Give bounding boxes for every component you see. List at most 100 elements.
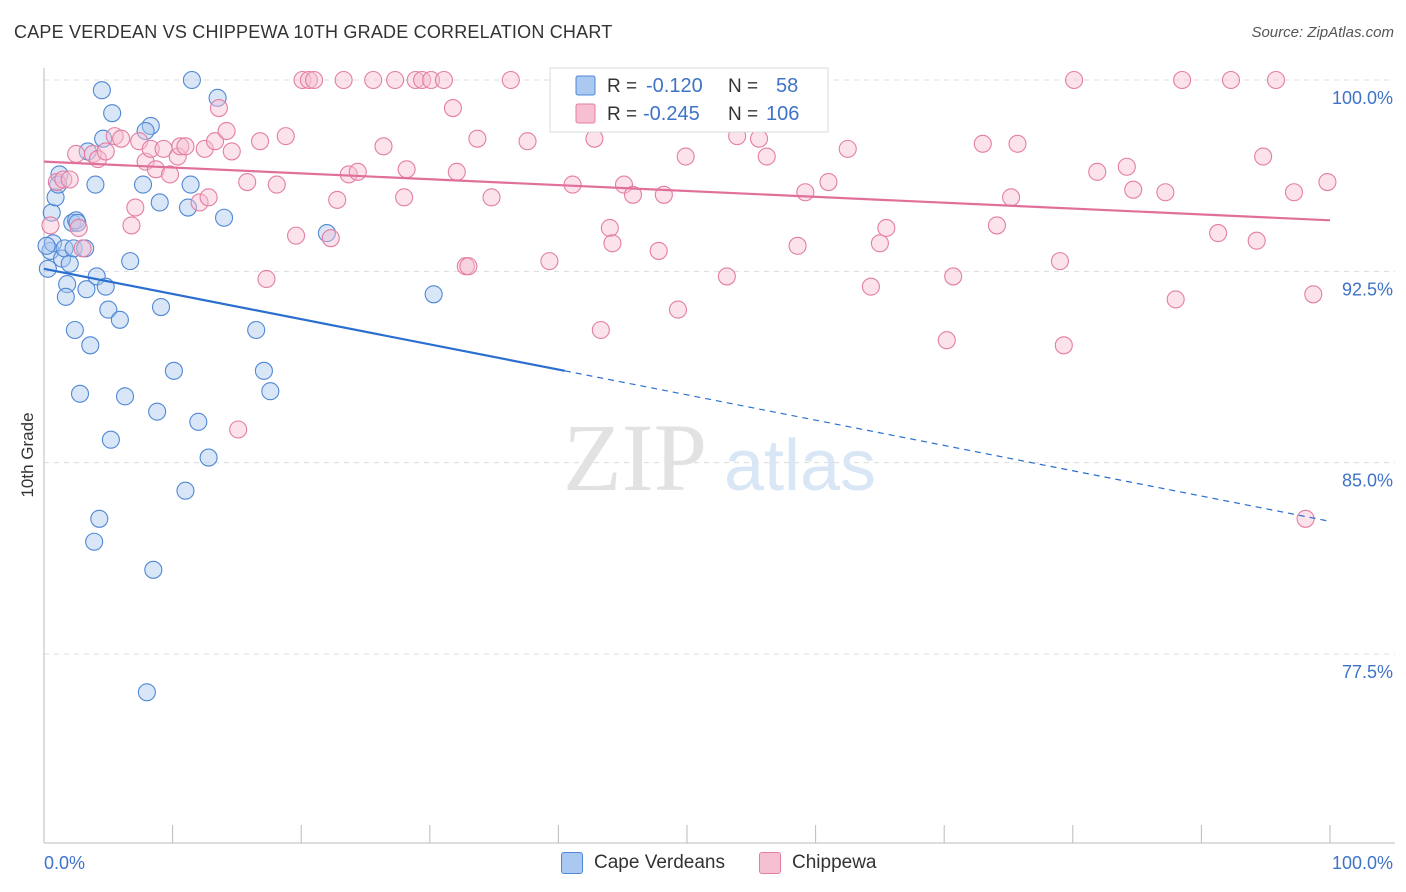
legend-item-cape-verdeans[interactable]: Cape Verdeans xyxy=(561,852,725,874)
data-point xyxy=(518,132,537,151)
data-point xyxy=(585,129,604,148)
data-point xyxy=(178,198,198,217)
data-point xyxy=(334,70,353,90)
data-point xyxy=(328,190,347,209)
data-point xyxy=(397,160,416,179)
data-point xyxy=(60,254,79,273)
x-tick-label: 100.0% xyxy=(1332,853,1393,873)
data-point xyxy=(254,361,273,380)
data-point xyxy=(103,104,122,123)
data-point xyxy=(1054,336,1073,355)
data-point xyxy=(222,142,241,161)
data-point xyxy=(395,188,414,207)
data-point xyxy=(65,320,84,340)
data-point xyxy=(199,448,218,467)
data-point xyxy=(1247,231,1266,250)
data-point xyxy=(600,218,619,238)
tick-labels: 100.0% 92.5% 85.0% 77.5% 0.0% 100.0% xyxy=(44,88,1393,873)
data-point xyxy=(136,121,155,141)
data-point xyxy=(214,208,234,227)
data-point xyxy=(92,81,111,100)
data-point xyxy=(757,147,776,166)
grid-lines xyxy=(44,79,1395,655)
data-point xyxy=(649,241,668,260)
data-point xyxy=(37,236,56,255)
data-point xyxy=(176,481,195,500)
data-point xyxy=(1166,290,1185,309)
data-point xyxy=(287,226,306,245)
data-point xyxy=(877,218,896,238)
data-point xyxy=(90,509,109,528)
data-point xyxy=(54,170,73,189)
axes xyxy=(43,68,1395,844)
data-point xyxy=(796,183,815,202)
legend-n-value: 106 xyxy=(766,103,799,125)
data-point xyxy=(482,188,501,207)
bottom-legend: Cape Verdeans Chippewa xyxy=(0,852,1406,876)
legend-r-label: R = xyxy=(607,76,637,97)
data-point xyxy=(1254,147,1273,166)
legend-swatch-pink xyxy=(759,852,781,874)
data-point xyxy=(199,188,218,207)
data-point xyxy=(861,277,880,296)
y-tick-label: 77.5% xyxy=(1342,662,1393,682)
data-point xyxy=(181,175,200,194)
y-tick-label: 85.0% xyxy=(1342,471,1393,491)
data-point xyxy=(261,382,280,401)
data-point xyxy=(424,285,443,304)
data-point xyxy=(623,185,643,204)
watermark-zip: ZIP xyxy=(563,404,707,511)
data-point xyxy=(443,99,462,118)
data-point xyxy=(1266,70,1286,90)
data-point xyxy=(406,70,425,90)
data-point xyxy=(987,216,1006,235)
data-point xyxy=(276,127,295,146)
data-point xyxy=(141,139,160,158)
x-tick-label: 0.0% xyxy=(44,853,85,873)
data-point xyxy=(668,300,688,319)
data-point xyxy=(205,132,225,151)
data-point xyxy=(238,172,257,192)
data-point xyxy=(164,361,183,380)
data-point xyxy=(85,532,104,551)
data-point xyxy=(501,70,520,90)
source-note: Source: ZipAtlas.com xyxy=(1251,24,1394,41)
data-point xyxy=(160,165,180,184)
y-axis-label: 10th Grade xyxy=(18,412,37,497)
data-point xyxy=(110,310,129,329)
data-point xyxy=(1050,252,1069,271)
data-point xyxy=(870,234,889,253)
legend-item-chippewa[interactable]: Chippewa xyxy=(759,852,877,874)
data-point xyxy=(141,116,160,135)
data-point xyxy=(137,683,156,702)
data-point xyxy=(257,269,276,289)
data-point xyxy=(250,132,270,151)
data-point xyxy=(112,129,131,148)
data-point xyxy=(70,384,90,403)
data-point xyxy=(189,412,208,431)
data-point xyxy=(749,129,769,148)
data-point xyxy=(447,162,466,181)
data-point xyxy=(348,162,367,181)
data-point xyxy=(1065,70,1084,90)
data-point xyxy=(540,252,559,271)
data-point xyxy=(148,402,167,421)
data-point xyxy=(133,175,153,194)
legend-swatch-pink xyxy=(575,103,596,124)
data-point xyxy=(182,70,201,90)
data-point xyxy=(60,170,79,189)
data-point xyxy=(121,252,140,271)
data-point xyxy=(267,175,286,194)
data-point xyxy=(150,193,169,212)
data-point xyxy=(86,175,105,194)
data-point xyxy=(1304,285,1323,304)
legend-label: Cape Verdeans xyxy=(594,852,725,873)
data-point xyxy=(973,134,992,153)
y-tick-label: 92.5% xyxy=(1342,279,1393,299)
data-point xyxy=(468,129,487,148)
data-point xyxy=(1117,157,1136,176)
data-point xyxy=(937,331,956,350)
data-point xyxy=(717,267,736,286)
data-point xyxy=(81,336,100,355)
trend-line-chippewa xyxy=(43,160,1331,222)
